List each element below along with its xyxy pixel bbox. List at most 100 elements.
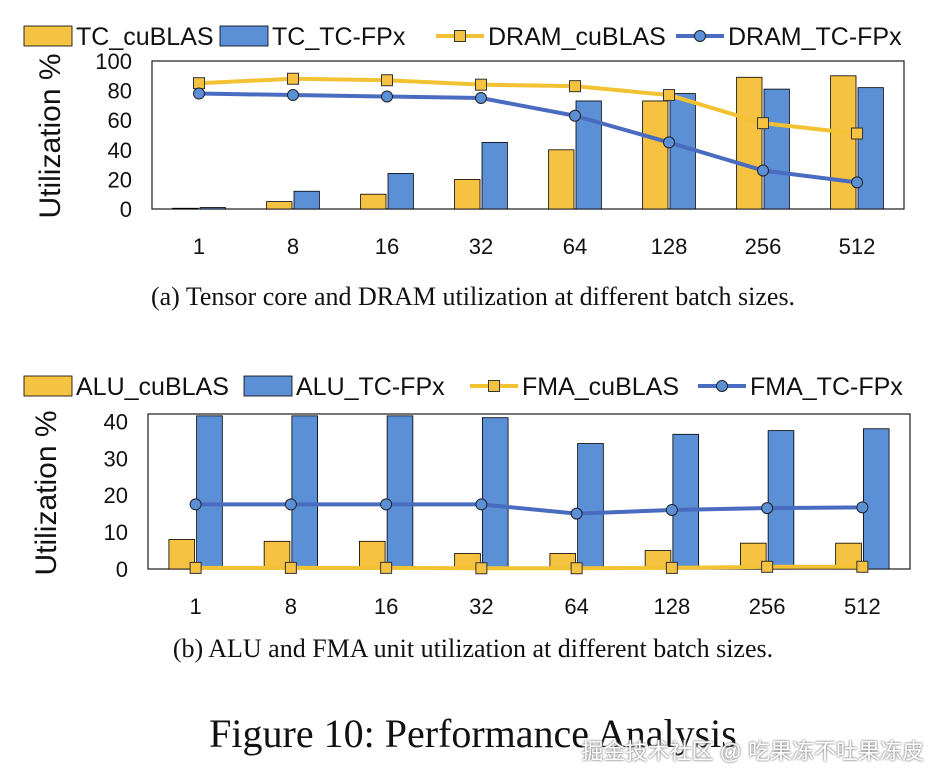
bar-ALU_TC-FPx (577, 443, 604, 570)
x-tick-label: 128 (651, 234, 688, 259)
legend-swatch-ALU_cuBLAS (23, 375, 73, 397)
point-FMA_cuBLAS (761, 560, 774, 573)
point-DRAM_TC-FPx (851, 176, 863, 189)
point-DRAM_cuBLAS (193, 77, 205, 90)
y-tick-label: 10 (104, 520, 128, 545)
x-tick-label: 512 (839, 234, 876, 259)
legend-label-TC_TC-FPx: TC_TC-FPx (272, 23, 406, 51)
point-DRAM_TC-FPx (475, 92, 487, 104)
bar-TC_cuBLAS (266, 201, 293, 210)
point-DRAM_cuBLAS (287, 72, 299, 85)
bar-ALU_TC-FPx (386, 415, 414, 570)
point-DRAM_TC-FPx (193, 87, 205, 100)
y-tick-label: 20 (108, 167, 132, 192)
y-tick-label: 20 (104, 483, 128, 508)
x-tick-label: 16 (374, 594, 398, 619)
y-tick-label: 0 (120, 197, 132, 222)
bar-TC_TC-FPx (199, 207, 226, 210)
point-FMA_cuBLAS (284, 561, 297, 574)
bar-TC_cuBLAS (454, 178, 481, 210)
line-FMA_cuBLAS (195, 564, 863, 571)
point-FMA_TC-FPx (570, 507, 583, 520)
point-FMA_TC-FPx (284, 498, 297, 511)
legend-label-TC_cuBLAS: TC_cuBLAS (76, 23, 214, 51)
point-DRAM_TC-FPx (287, 89, 299, 102)
bar-TC_TC-FPx (481, 141, 508, 210)
legend-label-ALU_TC-FPx: ALU_TC-FPx (296, 373, 445, 401)
bar-TC_TC-FPx (293, 190, 320, 210)
bar-TC_cuBLAS (642, 100, 669, 210)
y-tick-label: 60 (108, 108, 132, 133)
point-DRAM_cuBLAS (757, 117, 769, 130)
bar-TC_cuBLAS (172, 207, 199, 210)
bar-ALU_TC-FPx (862, 428, 890, 570)
x-tick-label: 1 (190, 594, 202, 619)
point-DRAM_TC-FPx (381, 90, 393, 103)
x-tick-label: 256 (749, 594, 786, 619)
y-tick-label: 40 (108, 138, 132, 163)
y-axis-label: Utilization % (34, 53, 67, 218)
point-DRAM_TC-FPx (569, 109, 581, 122)
bar-TC_TC-FPx (763, 88, 790, 210)
point-DRAM_cuBLAS (475, 78, 487, 91)
legend-swatch-TC_TC-FPx (219, 25, 269, 47)
bar-ALU_TC-FPx (291, 415, 318, 570)
bar-TC_TC-FPx (387, 173, 414, 210)
point-FMA_TC-FPx (189, 498, 202, 511)
bar-ALU_TC-FPx (767, 430, 795, 570)
y-tick-label: 80 (108, 79, 132, 104)
legend-marker-FMA_cuBLAS (488, 380, 500, 392)
line-FMA_TC-FPx (195, 502, 863, 516)
x-tick-label: 1 (193, 234, 205, 259)
point-DRAM_cuBLAS (663, 89, 675, 102)
chart-a: 0 20 40 60 80 100 Utilization % 1 8 16 32 64 128 256 5… (23, 23, 905, 259)
plot-area-a (151, 60, 905, 210)
point-FMA_TC-FPx (380, 498, 393, 511)
point-DRAM_TC-FPx (757, 164, 769, 177)
legend-marker-DRAM_TC-FPx (694, 30, 706, 42)
line-DRAM_TC-FPx (198, 91, 858, 185)
point-FMA_TC-FPx (856, 501, 869, 514)
x-tick-label: 64 (564, 594, 588, 619)
bar-ALU_cuBLAS (263, 540, 291, 570)
legend-label-DRAM_TC-FPx: DRAM_TC-FPx (728, 23, 902, 51)
plot-area-b (147, 413, 911, 570)
legend-label-FMA_cuBLAS: FMA_cuBLAS (522, 373, 679, 401)
legend-swatch-TC_cuBLAS (23, 25, 73, 47)
chart-a-caption: (a) Tensor core and DRAM utilization at … (150, 282, 796, 311)
point-FMA_cuBLAS (665, 561, 678, 574)
point-FMA_cuBLAS (189, 561, 202, 574)
chart-b: 0 10 20 30 40 Utilization % 1 8 16 32 64 128 256 512 A… (23, 373, 911, 619)
x-tick-label: 16 (375, 234, 399, 259)
bar-TC_cuBLAS (736, 76, 763, 210)
legend-label-FMA_TC-FPx: FMA_TC-FPx (750, 373, 903, 401)
legend-label-ALU_cuBLAS: ALU_cuBLAS (76, 373, 229, 401)
legend-label-DRAM_cuBLAS: DRAM_cuBLAS (488, 23, 666, 51)
x-tick-label: 256 (745, 234, 782, 259)
x-tick-label: 32 (469, 234, 493, 259)
watermark: 掘金技术社区 @ 吃果冻不吐果冻皮 (581, 739, 924, 764)
point-DRAM_cuBLAS (381, 74, 393, 87)
point-FMA_cuBLAS (856, 560, 869, 573)
x-tick-label: 8 (287, 234, 299, 259)
point-DRAM_cuBLAS (569, 80, 581, 93)
legend-marker-FMA_TC-FPx (716, 380, 728, 392)
x-tick-label: 32 (469, 594, 493, 619)
legend-marker-DRAM_cuBLAS (454, 30, 466, 42)
x-tick-label: 8 (285, 594, 297, 619)
x-tick-label: 128 (654, 594, 691, 619)
line-DRAM_cuBLAS (198, 76, 858, 136)
bar-TC_TC-FPx (857, 87, 884, 210)
point-DRAM_TC-FPx (663, 136, 675, 149)
x-tick-label: 512 (844, 594, 881, 619)
y-tick-label: 40 (104, 409, 128, 434)
bar-TC_TC-FPx (669, 93, 696, 210)
y-axis-label: Utilization % (30, 410, 63, 575)
point-FMA_cuBLAS (380, 561, 393, 574)
chart-b-caption: (b) ALU and FMA unit utilization at diff… (172, 634, 774, 663)
x-tick-label: 64 (563, 234, 587, 259)
figure-title: Figure 10: Performance Analysis (209, 711, 737, 756)
point-DRAM_cuBLAS (851, 127, 863, 140)
bar-TC_cuBLAS (548, 149, 575, 210)
